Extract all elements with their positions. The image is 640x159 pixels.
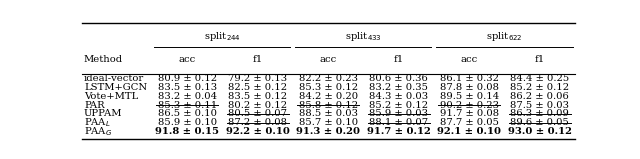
Text: 91.3 ± 0.20: 91.3 ± 0.20: [296, 127, 360, 136]
Text: 87.5 ± 0.03: 87.5 ± 0.03: [510, 101, 569, 110]
Text: 84.3 ± 0.03: 84.3 ± 0.03: [369, 92, 428, 101]
Text: 89.5 ± 0.14: 89.5 ± 0.14: [440, 92, 499, 101]
Text: 80.9 ± 0.12: 80.9 ± 0.12: [157, 74, 217, 83]
Text: 89.6 ± 0.05: 89.6 ± 0.05: [510, 118, 569, 127]
Text: f1: f1: [253, 55, 263, 64]
Text: 85.9 ± 0.03: 85.9 ± 0.03: [369, 109, 428, 118]
Text: acc: acc: [461, 55, 478, 64]
Text: split$_{244}$: split$_{244}$: [204, 30, 241, 43]
Text: 85.3 ± 0.12: 85.3 ± 0.12: [299, 83, 358, 92]
Text: PAA$_G$: PAA$_G$: [84, 125, 113, 138]
Text: acc: acc: [179, 55, 196, 64]
Text: 87.7 ± 0.05: 87.7 ± 0.05: [440, 118, 499, 127]
Text: 86.3 ± 0.09: 86.3 ± 0.09: [510, 109, 569, 118]
Text: 84.4 ± 0.25: 84.4 ± 0.25: [510, 74, 570, 83]
Text: 85.2 ± 0.12: 85.2 ± 0.12: [369, 101, 428, 110]
Text: acc: acc: [319, 55, 337, 64]
Text: 80.6 ± 0.36: 80.6 ± 0.36: [369, 74, 428, 83]
Text: PAA$_L$: PAA$_L$: [84, 116, 111, 129]
Text: 86.5 ± 0.10: 86.5 ± 0.10: [157, 109, 217, 118]
Text: 92.1 ± 0.10: 92.1 ± 0.10: [437, 127, 501, 136]
Text: 85.8 ± 0.12: 85.8 ± 0.12: [299, 101, 358, 110]
Text: 91.7 ± 0.08: 91.7 ± 0.08: [440, 109, 499, 118]
Text: 87.2 ± 0.08: 87.2 ± 0.08: [228, 118, 287, 127]
Text: 85.7 ± 0.10: 85.7 ± 0.10: [299, 118, 358, 127]
Text: 92.2 ± 0.10: 92.2 ± 0.10: [226, 127, 290, 136]
Text: 79.2 ± 0.13: 79.2 ± 0.13: [228, 74, 287, 83]
Text: Vote+MTL: Vote+MTL: [84, 92, 138, 101]
Text: 88.5 ± 0.03: 88.5 ± 0.03: [299, 109, 358, 118]
Text: 83.2 ± 0.35: 83.2 ± 0.35: [369, 83, 428, 92]
Text: 93.0 ± 0.12: 93.0 ± 0.12: [508, 127, 572, 136]
Text: f1: f1: [534, 55, 545, 64]
Text: 82.5 ± 0.12: 82.5 ± 0.12: [228, 83, 287, 92]
Text: 85.2 ± 0.12: 85.2 ± 0.12: [510, 83, 570, 92]
Text: 86.2 ± 0.06: 86.2 ± 0.06: [510, 92, 569, 101]
Text: f1: f1: [394, 55, 404, 64]
Text: 90.2 ± 0.23: 90.2 ± 0.23: [440, 101, 499, 110]
Text: 84.2 ± 0.20: 84.2 ± 0.20: [299, 92, 358, 101]
Text: 80.5 ± 0.07: 80.5 ± 0.07: [228, 109, 287, 118]
Text: PAR: PAR: [84, 101, 104, 110]
Text: 82.2 ± 0.23: 82.2 ± 0.23: [299, 74, 358, 83]
Text: 91.8 ± 0.15: 91.8 ± 0.15: [155, 127, 219, 136]
Text: split$_{433}$: split$_{433}$: [345, 30, 382, 43]
Text: Method: Method: [84, 55, 123, 64]
Text: 85.9 ± 0.10: 85.9 ± 0.10: [157, 118, 217, 127]
Text: 86.1 ± 0.32: 86.1 ± 0.32: [440, 74, 499, 83]
Text: 85.3 ± 0.11: 85.3 ± 0.11: [157, 101, 217, 110]
Text: ideal-vector: ideal-vector: [84, 74, 144, 83]
Text: 87.8 ± 0.08: 87.8 ± 0.08: [440, 83, 499, 92]
Text: 88.1 ± 0.07: 88.1 ± 0.07: [369, 118, 428, 127]
Text: split$_{622}$: split$_{622}$: [486, 30, 523, 43]
Text: LSTM+GCN: LSTM+GCN: [84, 83, 147, 92]
Text: UPPAM: UPPAM: [84, 109, 122, 118]
Text: 80.2 ± 0.12: 80.2 ± 0.12: [228, 101, 287, 110]
Text: 83.2 ± 0.04: 83.2 ± 0.04: [157, 92, 217, 101]
Text: 83.5 ± 0.13: 83.5 ± 0.13: [157, 83, 217, 92]
Text: 91.7 ± 0.12: 91.7 ± 0.12: [367, 127, 431, 136]
Text: 83.5 ± 0.12: 83.5 ± 0.12: [228, 92, 287, 101]
